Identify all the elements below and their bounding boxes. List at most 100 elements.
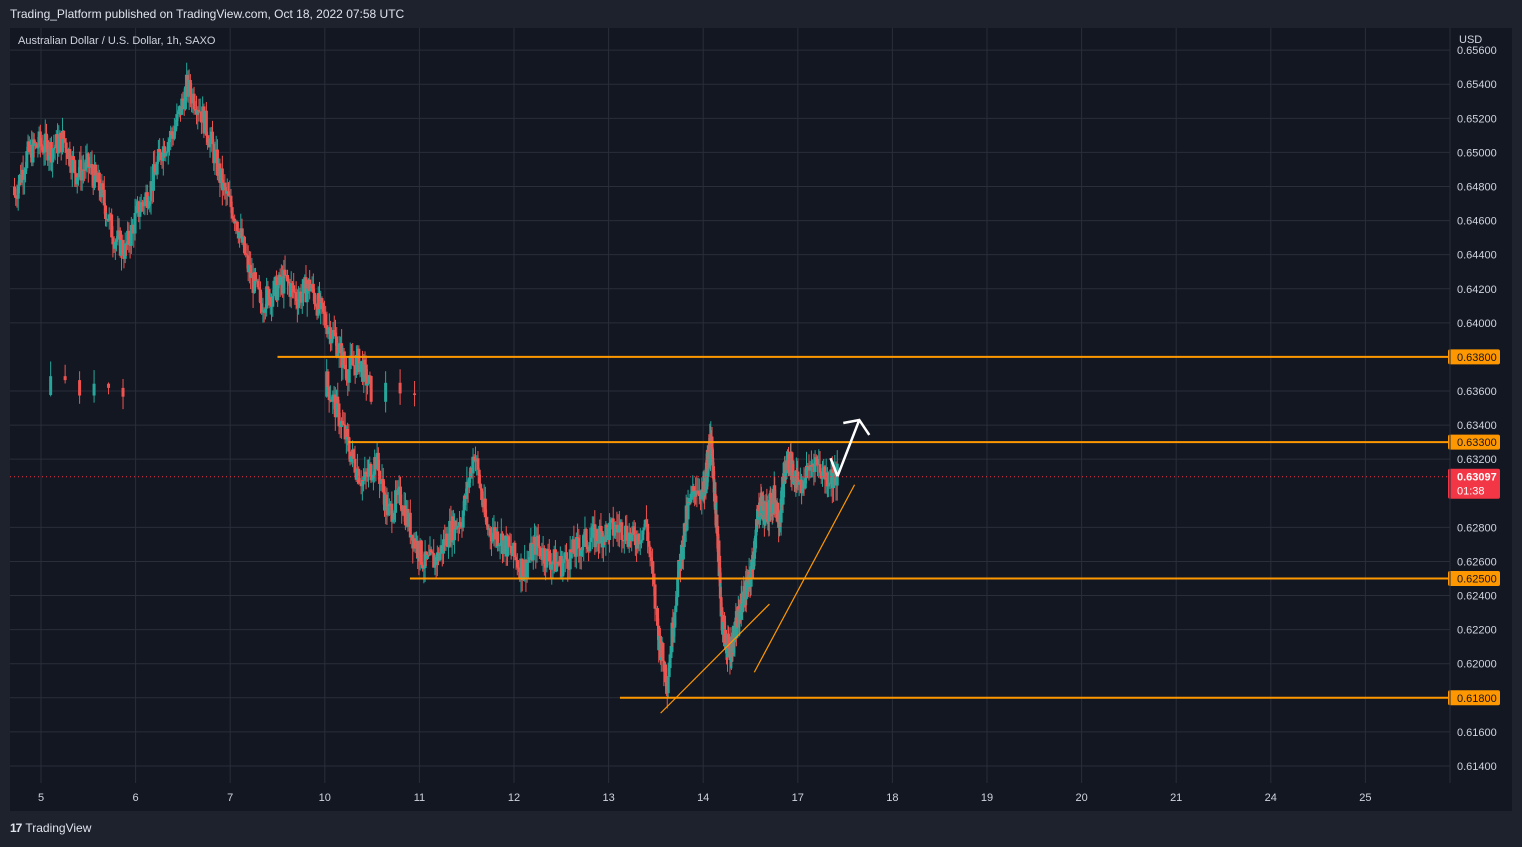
candle-body	[78, 380, 82, 396]
candle-body	[445, 533, 449, 547]
candle-body	[121, 240, 125, 254]
candle-body	[73, 160, 77, 174]
candle-body	[337, 343, 341, 354]
candle-body	[197, 109, 201, 112]
candle-body	[52, 148, 56, 150]
candle-body	[240, 228, 244, 243]
candle-body	[271, 296, 275, 307]
candle-body	[682, 523, 686, 548]
candle-body	[473, 460, 477, 462]
candle-body	[386, 506, 390, 516]
candle-body	[637, 533, 641, 545]
candle-body	[297, 298, 301, 309]
candle-body	[669, 652, 673, 655]
candle-body	[40, 144, 44, 147]
candle-body	[526, 559, 530, 563]
candle-body	[588, 542, 592, 552]
candle-body	[176, 111, 180, 115]
candle-body	[376, 452, 380, 471]
candle-body	[471, 456, 475, 474]
candle-body	[100, 183, 104, 198]
candle-body	[175, 114, 179, 127]
candle-body	[601, 536, 605, 548]
candle-body	[347, 369, 351, 383]
candle-body	[357, 348, 361, 373]
candle-body	[438, 552, 442, 561]
candle-body	[148, 201, 152, 206]
candle-body	[611, 518, 615, 536]
candle-body	[820, 471, 824, 479]
candle-body	[590, 526, 594, 538]
x-tick-label: 24	[1265, 792, 1277, 804]
candle-body	[384, 382, 388, 402]
candle-body	[76, 173, 80, 178]
candle-body	[354, 355, 358, 376]
candle-body	[668, 654, 672, 669]
x-tick-label: 19	[981, 792, 993, 804]
candle-body	[476, 458, 480, 470]
candle-body	[398, 382, 402, 394]
candle-body	[208, 138, 212, 148]
candle-body	[351, 358, 355, 366]
tradingview-logo[interactable]: 17 TradingView	[10, 821, 91, 835]
candle-body	[223, 182, 227, 188]
x-tick-label: 12	[508, 792, 520, 804]
candle-body	[362, 359, 366, 382]
symbol-title: Australian Dollar / U.S. Dollar, 1h, SAX…	[18, 35, 216, 47]
candle-body	[165, 152, 169, 154]
current-price-label: 0.63097	[1457, 472, 1497, 484]
candle-body	[472, 456, 476, 461]
level-price-label: 0.63800	[1457, 352, 1497, 364]
candle-body	[813, 457, 817, 472]
candle-body	[579, 550, 583, 557]
candle-body	[282, 269, 286, 294]
y-tick-label: 0.61600	[1457, 727, 1497, 739]
y-tick-label: 0.63200	[1457, 454, 1497, 466]
candle-body	[367, 468, 371, 477]
candle-body	[630, 533, 634, 542]
trend-line	[753, 484, 856, 673]
candle-body	[688, 501, 692, 503]
candle-body	[86, 153, 90, 168]
candle-body	[555, 561, 559, 572]
candle-body	[808, 465, 812, 471]
candle-body	[290, 283, 294, 286]
candle-body	[127, 230, 131, 244]
candle-body	[465, 481, 469, 499]
candle-body	[692, 486, 696, 492]
candle-body	[517, 567, 521, 569]
candle-body	[595, 529, 599, 541]
candle-body	[101, 183, 105, 190]
candle-body	[24, 168, 28, 175]
level-price-tag	[1448, 349, 1500, 365]
candle-body	[309, 288, 313, 292]
candle-body	[294, 292, 298, 302]
x-tick-label: 25	[1359, 792, 1371, 804]
x-tick-label: 5	[38, 792, 44, 804]
candle-body	[213, 150, 217, 164]
y-tick-label: 0.64400	[1457, 250, 1497, 262]
level-price-tag	[1448, 570, 1500, 586]
candle-body	[462, 495, 466, 511]
candle-body	[211, 131, 215, 144]
candle-body	[172, 131, 176, 139]
candle-body	[163, 146, 167, 157]
candle-body	[371, 474, 375, 479]
y-tick-label: 0.62200	[1457, 625, 1497, 637]
projection-arrow-shaft	[836, 419, 861, 477]
candle-body	[111, 237, 115, 245]
candle-body	[390, 503, 394, 522]
candle-body	[832, 472, 836, 489]
candle-body	[134, 206, 138, 213]
x-tick-label: 13	[602, 792, 614, 804]
candle-body	[145, 192, 149, 208]
chart-area[interactable]	[10, 28, 1512, 811]
x-tick-label: 21	[1170, 792, 1182, 804]
candle-body	[238, 232, 242, 239]
candle-body	[547, 551, 551, 562]
candle-body	[609, 519, 613, 523]
candle-body	[568, 549, 572, 570]
candle-body	[582, 534, 586, 547]
candle-body	[92, 164, 96, 188]
